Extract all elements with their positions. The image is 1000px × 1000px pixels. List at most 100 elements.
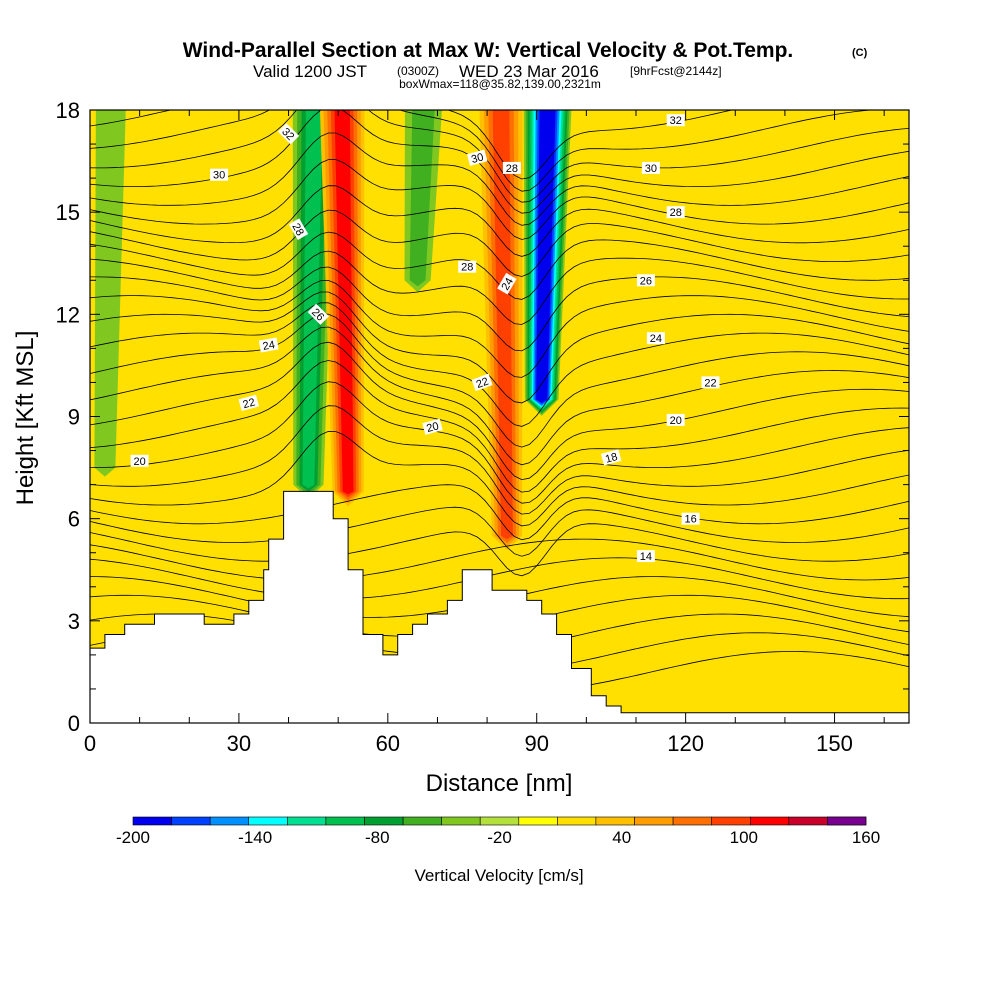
theta-contour-line bbox=[90, 159, 909, 240]
theta-contour-label: 22 bbox=[701, 376, 720, 389]
svg-text:30: 30 bbox=[645, 163, 657, 175]
svg-text:26: 26 bbox=[640, 275, 652, 287]
colorbar-bin bbox=[711, 816, 751, 826]
colorbar-bin bbox=[479, 816, 520, 826]
theta-contour-label: 28 bbox=[502, 161, 521, 175]
theta-contour-label: 30 bbox=[210, 168, 229, 182]
x-tick-label: 0 bbox=[84, 731, 96, 756]
colorbar-tick-label: 40 bbox=[612, 828, 631, 847]
y-tick-label: 6 bbox=[68, 507, 80, 532]
colorbar: -200 -140 -80 -20 40 100 160 bbox=[116, 816, 880, 847]
theta-contour-label: 24 bbox=[646, 332, 665, 345]
colorbar-tick-label: 100 bbox=[730, 828, 758, 847]
svg-text:22: 22 bbox=[242, 396, 257, 411]
colorbar-label: Vertical Velocity [cm/s] bbox=[414, 866, 583, 885]
plume-down-3 bbox=[404, 110, 442, 293]
colorbar-bin bbox=[132, 816, 172, 826]
y-tick-label: 18 bbox=[56, 98, 80, 123]
theta-contour-line bbox=[90, 326, 909, 466]
x-axis: 0 30 60 90 120 150 bbox=[84, 110, 885, 756]
theta-contour-line bbox=[90, 110, 876, 192]
y-tick-label: 15 bbox=[56, 200, 80, 225]
valid-utc-label: (0300Z) bbox=[397, 64, 439, 78]
theta-contour-line bbox=[90, 360, 909, 493]
svg-text:14: 14 bbox=[640, 551, 652, 563]
colorbar-tick-label: -80 bbox=[365, 828, 390, 847]
colorbar-bin bbox=[171, 816, 211, 826]
y-tick-label: 12 bbox=[56, 302, 80, 327]
colorbar-bin bbox=[634, 816, 674, 826]
colorbar-bin bbox=[286, 816, 327, 826]
theta-contour-label: 30 bbox=[466, 149, 488, 166]
theta-contour-label: 20 bbox=[422, 418, 443, 435]
svg-text:28: 28 bbox=[461, 262, 473, 274]
svg-text:22: 22 bbox=[704, 377, 716, 389]
theta-contour-line bbox=[90, 279, 909, 378]
chart-title-suffix: (C) bbox=[852, 47, 868, 59]
svg-text:32: 32 bbox=[670, 115, 682, 127]
colorbar-tick-label: -200 bbox=[116, 828, 150, 847]
theta-contour-line bbox=[90, 110, 734, 180]
x-tick-label: 30 bbox=[227, 731, 251, 756]
theta-contour-line bbox=[90, 405, 909, 515]
colorbar-tick-label: 160 bbox=[852, 828, 880, 847]
forecast-label: [9hrFcst@2144z] bbox=[630, 64, 722, 78]
colorbar-bin bbox=[402, 816, 443, 826]
y-tick-label: 0 bbox=[68, 711, 80, 736]
svg-text:28: 28 bbox=[670, 207, 682, 219]
theta-contour-label: 30 bbox=[641, 161, 660, 175]
theta-contour-label: 18 bbox=[600, 449, 622, 466]
colorbar-bin bbox=[749, 816, 790, 826]
theta-contour-label: 28 bbox=[666, 206, 685, 219]
theta-contour-label: 22 bbox=[238, 394, 260, 411]
theta-contour-label: 24 bbox=[258, 337, 279, 353]
terrain bbox=[89, 490, 910, 724]
svg-text:20: 20 bbox=[670, 415, 682, 427]
theta-contour-line bbox=[90, 538, 909, 581]
x-tick-label: 120 bbox=[667, 731, 704, 756]
theta-contour-line bbox=[90, 250, 909, 325]
x-tick-label: 60 bbox=[376, 731, 400, 756]
plume-band bbox=[302, 110, 323, 489]
svg-text:20: 20 bbox=[425, 420, 440, 435]
svg-text:16: 16 bbox=[684, 514, 696, 526]
theta-contour-line bbox=[90, 506, 909, 557]
valid-date-label: WED 23 Mar 2016 bbox=[459, 62, 599, 81]
theta-contour-line bbox=[90, 484, 909, 541]
theta-contour-label: 24 bbox=[497, 272, 517, 295]
y-axis: 0 3 6 9 12 15 18 bbox=[56, 98, 909, 736]
theta-contour-line bbox=[90, 523, 909, 577]
colorbar-tick-label: -140 bbox=[238, 828, 272, 847]
plume-down-2 bbox=[94, 110, 126, 477]
colorbar-tick-label: -20 bbox=[487, 828, 512, 847]
svg-text:28: 28 bbox=[289, 221, 306, 238]
colorbar-bin bbox=[364, 816, 404, 826]
theta-contour-line bbox=[90, 381, 909, 504]
theta-contour-label: 32 bbox=[666, 114, 685, 127]
x-axis-label: Distance [nm] bbox=[426, 770, 573, 797]
colorbar-bin bbox=[325, 816, 365, 826]
theta-contour-line bbox=[90, 110, 909, 203]
colorbar-bin bbox=[518, 816, 558, 826]
theta-contour-label: 28 bbox=[458, 260, 477, 274]
x-tick-label: 90 bbox=[524, 731, 548, 756]
theta-contour-line bbox=[90, 430, 909, 527]
colorbar-bin bbox=[209, 816, 250, 826]
theta-contour-line bbox=[90, 313, 909, 448]
theta-contour-label: 22 bbox=[471, 373, 493, 392]
theta-contour-line bbox=[90, 341, 909, 481]
x-tick-label: 150 bbox=[816, 731, 853, 756]
plume-band bbox=[94, 110, 126, 477]
svg-text:24: 24 bbox=[262, 339, 276, 353]
colorbar-bin bbox=[595, 816, 635, 826]
theta-contour-line bbox=[90, 185, 909, 257]
svg-text:22: 22 bbox=[475, 376, 491, 391]
svg-text:30: 30 bbox=[213, 170, 225, 182]
colorbar-bin bbox=[788, 816, 828, 826]
plume-up-0 bbox=[319, 110, 365, 507]
theta-contour-line bbox=[90, 302, 909, 427]
theta-contour-line bbox=[90, 132, 909, 226]
theta-contour-label: 20 bbox=[130, 454, 149, 468]
